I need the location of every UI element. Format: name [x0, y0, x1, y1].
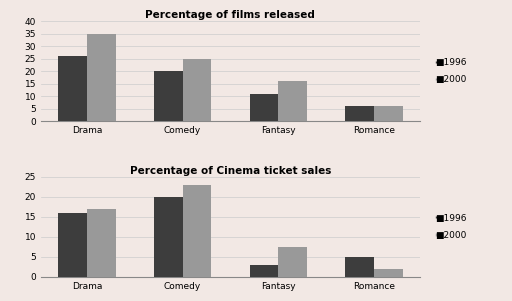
Bar [374, 269, 402, 277]
Title: Percentage of Cinema ticket sales: Percentage of Cinema ticket sales [130, 166, 331, 176]
Bar [249, 94, 278, 121]
Bar [58, 56, 87, 121]
Bar [345, 106, 374, 121]
Bar [87, 209, 116, 277]
Bar [183, 59, 211, 121]
Bar [154, 197, 183, 277]
Legend: ■1996, ■2000: ■1996, ■2000 [432, 210, 471, 244]
Bar [278, 247, 307, 277]
Bar [249, 265, 278, 277]
Bar [58, 213, 87, 277]
Legend: ■1996, ■2000: ■1996, ■2000 [432, 54, 471, 88]
Title: Percentage of films released: Percentage of films released [145, 10, 315, 20]
Bar [154, 71, 183, 121]
Bar [183, 185, 211, 277]
Bar [345, 257, 374, 277]
Bar [374, 106, 402, 121]
Bar [87, 34, 116, 121]
Bar [278, 81, 307, 121]
